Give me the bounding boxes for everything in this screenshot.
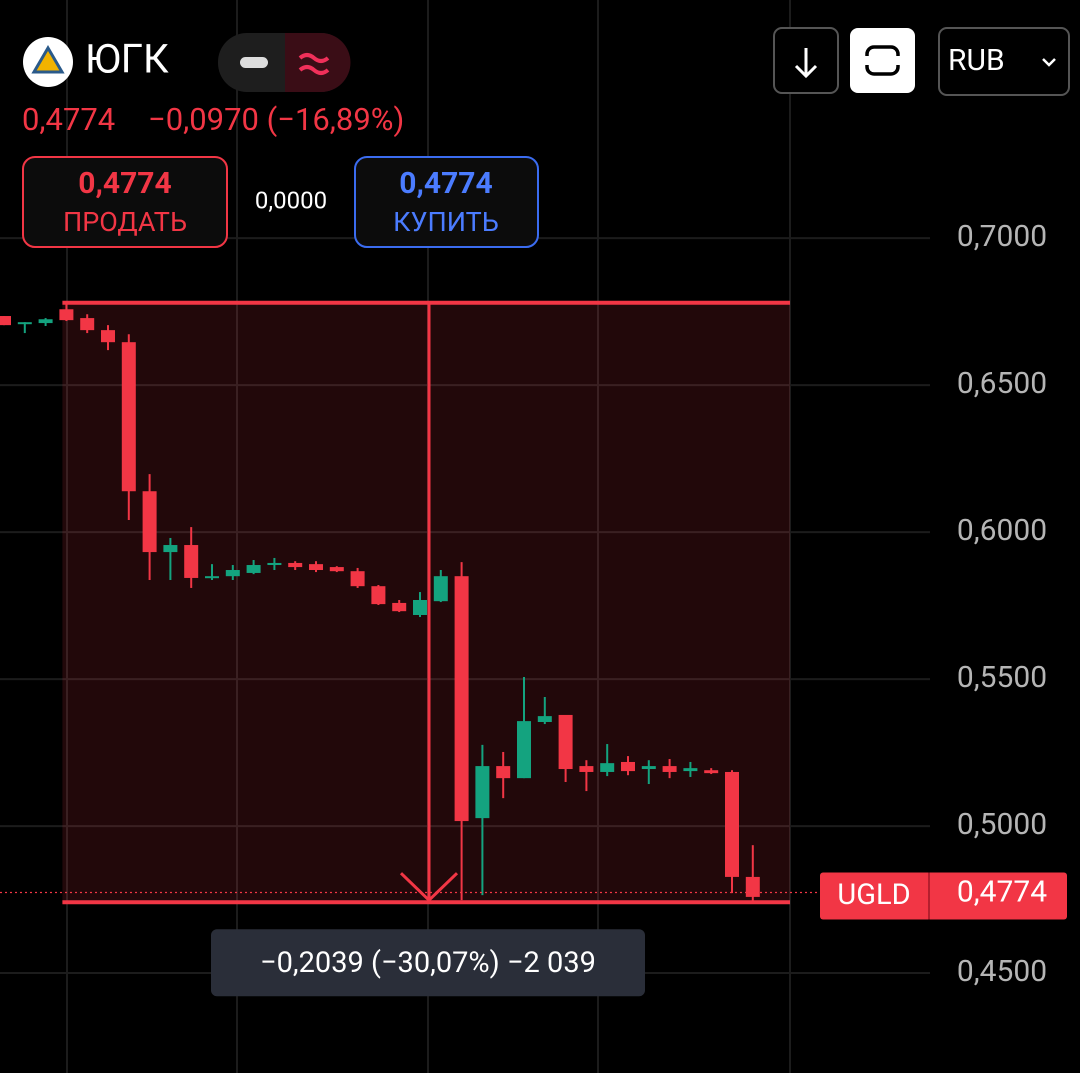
measure-label: −0,2039 (−30,07%) −2 039 xyxy=(260,946,596,980)
candle-body xyxy=(309,564,323,571)
download-icon xyxy=(794,48,818,79)
y-tick-label: 0,6000 xyxy=(957,513,1047,548)
candle-body xyxy=(558,714,573,770)
candle-body xyxy=(579,766,594,772)
candle-body xyxy=(725,771,739,877)
candle-body xyxy=(246,565,261,573)
candle-body xyxy=(704,770,719,774)
candle-body xyxy=(537,716,552,722)
candle-body xyxy=(745,876,760,897)
mode-icon-approx xyxy=(298,53,330,75)
candle-body xyxy=(329,567,344,572)
dropdown-caret xyxy=(1042,58,1056,67)
last-ticker: UGLD xyxy=(837,878,910,912)
measure-arrowhead xyxy=(399,872,459,903)
currency: RUB xyxy=(948,43,1005,78)
last-price-label: 0,4774 xyxy=(957,874,1047,909)
candle-body xyxy=(641,766,656,770)
candle-body xyxy=(454,576,469,822)
price: 0,4774 xyxy=(22,101,115,138)
y-tick-label: 0,5000 xyxy=(957,807,1047,842)
candle-body xyxy=(371,586,386,605)
y-tick-label: 0,5500 xyxy=(957,660,1047,695)
candle-body xyxy=(121,342,136,492)
price-change: −0,0970 (−16,89%) xyxy=(148,101,404,138)
candle-body xyxy=(517,721,531,779)
candle-body xyxy=(142,491,157,553)
candle-body xyxy=(205,576,219,579)
sell-price: 0,4774 xyxy=(78,166,171,201)
last-price-badge xyxy=(820,872,1067,920)
logo-mark xyxy=(31,45,65,74)
buy-label: КУПИТЬ xyxy=(393,206,499,238)
measure-label-box xyxy=(211,929,645,997)
sell-button[interactable] xyxy=(22,156,228,248)
candle-body xyxy=(184,545,199,578)
buy-price: 0,4774 xyxy=(399,166,492,201)
y-tick-label: 0,7000 xyxy=(957,219,1047,254)
candle-body xyxy=(59,309,74,321)
ticker-name: ЮГК xyxy=(85,36,169,83)
candle-body xyxy=(80,318,95,331)
candle-body xyxy=(288,562,303,568)
spread: 0,0000 xyxy=(255,186,327,214)
candle-body xyxy=(38,319,53,324)
candle-body xyxy=(101,330,115,343)
y-tick-label: 0,4500 xyxy=(957,954,1047,989)
candle-body xyxy=(163,545,178,553)
candle-body xyxy=(475,766,490,819)
buy-button[interactable] xyxy=(354,156,539,248)
mode-icon-line xyxy=(240,57,268,68)
y-tick-label: 0,6500 xyxy=(957,366,1047,401)
candle-body xyxy=(433,576,448,602)
candle-body xyxy=(350,571,365,587)
candle-body xyxy=(0,316,11,326)
currency-select[interactable] xyxy=(938,27,1070,96)
candle-body xyxy=(683,768,698,772)
candle-body xyxy=(17,322,32,325)
candle-body xyxy=(621,761,635,772)
sell-label: ПРОДАТЬ xyxy=(63,206,187,238)
candle-body xyxy=(496,766,511,779)
candle-body xyxy=(600,763,615,772)
candle-body xyxy=(392,602,407,612)
candle-body xyxy=(225,570,240,577)
candle-body xyxy=(267,562,282,566)
fullscreen-icon-gap xyxy=(862,56,903,65)
candle-body xyxy=(662,766,677,772)
candle-body xyxy=(413,599,427,615)
